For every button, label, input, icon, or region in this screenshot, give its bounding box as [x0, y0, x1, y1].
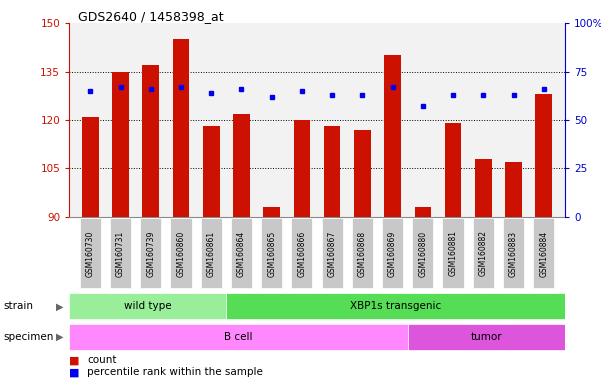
Text: GSM160869: GSM160869: [388, 230, 397, 276]
Text: XBP1s transgenic: XBP1s transgenic: [350, 301, 441, 311]
Text: GSM160884: GSM160884: [539, 230, 548, 276]
Bar: [324, 126, 340, 217]
Text: wild type: wild type: [124, 301, 171, 311]
FancyBboxPatch shape: [231, 218, 252, 288]
Text: ■: ■: [69, 355, 79, 365]
Bar: [112, 71, 129, 217]
Bar: [82, 117, 99, 217]
FancyBboxPatch shape: [140, 218, 161, 288]
Bar: [505, 162, 522, 217]
FancyBboxPatch shape: [110, 218, 131, 288]
Bar: [445, 123, 462, 217]
FancyBboxPatch shape: [261, 218, 282, 288]
Text: GSM160866: GSM160866: [297, 230, 307, 276]
Bar: [69, 324, 407, 350]
Bar: [415, 207, 431, 217]
Bar: [294, 120, 310, 217]
FancyBboxPatch shape: [171, 218, 192, 288]
FancyBboxPatch shape: [473, 218, 494, 288]
FancyBboxPatch shape: [382, 218, 403, 288]
Bar: [354, 130, 371, 217]
Text: GSM160865: GSM160865: [267, 230, 276, 276]
FancyBboxPatch shape: [503, 218, 524, 288]
Bar: [407, 324, 565, 350]
Text: count: count: [87, 355, 117, 365]
Text: GSM160868: GSM160868: [358, 230, 367, 276]
Text: GSM160881: GSM160881: [448, 230, 457, 276]
Text: ▶: ▶: [56, 301, 63, 311]
FancyBboxPatch shape: [291, 218, 313, 288]
Bar: [172, 39, 189, 217]
FancyBboxPatch shape: [322, 218, 343, 288]
Text: GSM160739: GSM160739: [146, 230, 155, 276]
Text: percentile rank within the sample: percentile rank within the sample: [87, 367, 263, 377]
Bar: [142, 65, 159, 217]
FancyBboxPatch shape: [412, 218, 433, 288]
FancyBboxPatch shape: [352, 218, 373, 288]
Text: GSM160883: GSM160883: [509, 230, 518, 276]
FancyBboxPatch shape: [201, 218, 222, 288]
Bar: [384, 55, 401, 217]
Text: ▶: ▶: [56, 332, 63, 342]
Text: GSM160864: GSM160864: [237, 230, 246, 276]
Text: GSM160731: GSM160731: [116, 230, 125, 276]
Text: B cell: B cell: [224, 332, 252, 342]
Bar: [475, 159, 492, 217]
Text: strain: strain: [3, 301, 33, 311]
FancyBboxPatch shape: [442, 218, 463, 288]
FancyBboxPatch shape: [533, 218, 554, 288]
Text: ■: ■: [69, 367, 79, 377]
Bar: [69, 293, 227, 319]
Bar: [227, 293, 565, 319]
Text: GSM160860: GSM160860: [177, 230, 186, 276]
Text: GSM160861: GSM160861: [207, 230, 216, 276]
FancyBboxPatch shape: [80, 218, 101, 288]
Bar: [263, 207, 280, 217]
Text: specimen: specimen: [3, 332, 53, 342]
Text: GSM160882: GSM160882: [479, 230, 488, 276]
Text: tumor: tumor: [471, 332, 502, 342]
Text: GSM160730: GSM160730: [86, 230, 95, 276]
Bar: [203, 126, 219, 217]
Text: GSM160880: GSM160880: [418, 230, 427, 276]
Text: GDS2640 / 1458398_at: GDS2640 / 1458398_at: [78, 10, 224, 23]
Bar: [535, 94, 552, 217]
Bar: [233, 114, 250, 217]
Text: GSM160867: GSM160867: [328, 230, 337, 276]
